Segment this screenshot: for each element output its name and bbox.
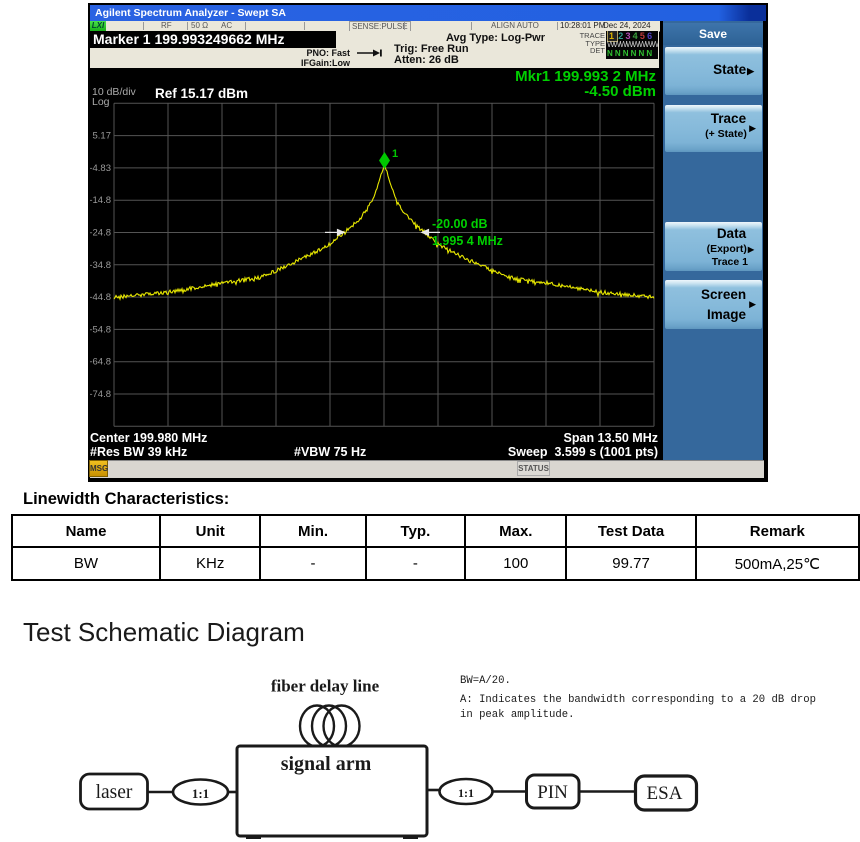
svg-text:1:1: 1:1: [458, 786, 474, 800]
svg-text:-4.83: -4.83: [90, 163, 111, 174]
svg-text:-54.8: -54.8: [90, 324, 111, 335]
svg-text:ESA: ESA: [647, 783, 683, 804]
svg-text:BW=A/20.: BW=A/20.: [460, 675, 511, 687]
svg-text:1:1: 1:1: [192, 786, 209, 801]
svg-text:laser: laser: [96, 782, 133, 803]
svg-text:-20.00 dB: -20.00 dB: [432, 217, 488, 231]
svg-text:-24.8: -24.8: [90, 228, 111, 239]
svg-text:fiber delay line: fiber delay line: [271, 677, 380, 696]
svg-text:-74.8: -74.8: [90, 389, 111, 400]
svg-text:-14.8: -14.8: [90, 195, 111, 206]
svg-text:PIN: PIN: [537, 782, 568, 803]
svg-text:A: Indicates the bandwidth cor: A: Indicates the bandwidth corresponding…: [460, 694, 816, 706]
svg-text:-44.8: -44.8: [90, 292, 111, 303]
svg-text:5.17: 5.17: [93, 131, 112, 142]
svg-text:-34.8: -34.8: [90, 260, 111, 271]
svg-text:in peak amplitude.: in peak amplitude.: [460, 709, 574, 721]
svg-text:1.995 4 MHz: 1.995 4 MHz: [432, 234, 503, 248]
svg-text:signal arm: signal arm: [281, 753, 372, 775]
svg-text:-64.8: -64.8: [90, 357, 111, 368]
svg-text:1: 1: [392, 148, 398, 160]
